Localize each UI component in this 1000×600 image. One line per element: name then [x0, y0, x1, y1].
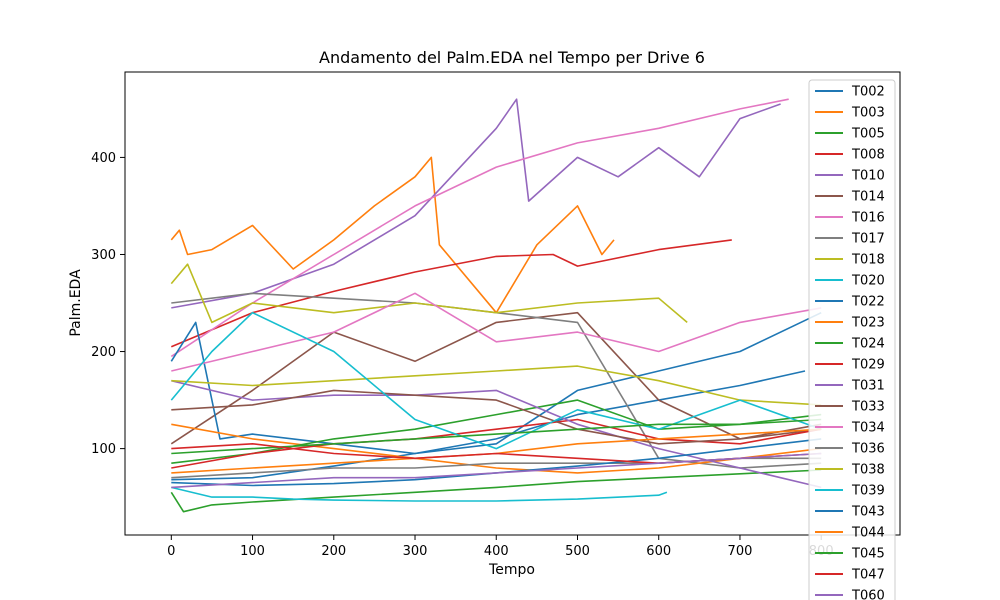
- legend-entry-t017: T017: [851, 232, 885, 247]
- legend-entry-t003: T003: [851, 106, 885, 121]
- x-tick-label: 600: [646, 544, 671, 559]
- legend-entry-t031: T031: [851, 379, 885, 394]
- legend-entry-t033: T033: [851, 400, 885, 415]
- plot-frame: [124, 71, 901, 536]
- series-line-t003: [170, 156, 615, 314]
- x-tick-label: 500: [565, 544, 590, 559]
- legend-entry-t020: T020: [851, 274, 885, 289]
- legend-entry-t008: T008: [851, 148, 885, 163]
- legend-entry-t060: T060: [851, 589, 885, 600]
- series-line-t020: [171, 486, 668, 502]
- legend-entry-t016: T016: [851, 211, 885, 226]
- y-tick-label: 100: [91, 442, 116, 457]
- legend-entry-t023: T023: [851, 316, 885, 331]
- legend-entry-t010: T010: [851, 169, 885, 184]
- series-line-t017: [171, 292, 822, 469]
- legend-entry-t034: T034: [851, 421, 885, 436]
- legend-entry-t045: T045: [851, 547, 885, 562]
- legend-entry-t036: T036: [851, 442, 885, 457]
- series-line-t060: [171, 452, 822, 489]
- x-tick-label: 100: [240, 544, 265, 559]
- series-line-t029: [171, 418, 822, 469]
- series-line-t034: [171, 292, 822, 372]
- series-line-t033: [171, 389, 822, 445]
- series-line-t039: [170, 311, 822, 450]
- chart-title: Andamento del Palm.EDA nel Tempo per Dri…: [319, 48, 705, 67]
- legend-entry-t002: T002: [851, 85, 885, 100]
- series-line-t010: [171, 98, 781, 309]
- series-line-t016: [170, 98, 789, 358]
- y-axis-label: Palm.EDA: [68, 269, 84, 337]
- legend-entry-t014: T014: [851, 190, 885, 205]
- legend-entry-t038: T038: [851, 463, 885, 478]
- x-tick-label: 400: [484, 544, 509, 559]
- legend-entry-t022: T022: [851, 295, 885, 310]
- series-line-t018: [170, 263, 688, 324]
- legend-entry-t044: T044: [851, 526, 885, 541]
- series-line-t005: [170, 469, 822, 513]
- legend-entry-t024: T024: [851, 337, 885, 352]
- legend-box: [808, 79, 896, 600]
- y-tick-label: 400: [91, 151, 116, 166]
- x-tick-label: 700: [728, 544, 753, 559]
- legend: T002 T003 T005 T008 T010 T014 T016 T017 T018 T020…: [808, 79, 896, 600]
- series-line-t031: [171, 379, 822, 489]
- series-line-t038: [171, 365, 822, 406]
- series-line-t002: [171, 370, 806, 481]
- legend-entry-t005: T005: [851, 127, 885, 142]
- x-axis-label: Tempo: [488, 562, 535, 578]
- series-line-t022: [170, 311, 822, 455]
- legend-entry-t018: T018: [851, 253, 885, 268]
- legend-entry-t047: T047: [851, 568, 885, 583]
- series-line-t024: [171, 399, 822, 464]
- y-tick-label: 300: [91, 248, 116, 263]
- x-tick-label: 300: [403, 544, 428, 559]
- legend-entry-t043: T043: [851, 505, 885, 520]
- x-tick-label: 0: [167, 544, 175, 559]
- x-tick-label: 200: [321, 544, 346, 559]
- legend-entry-t029: T029: [851, 358, 885, 373]
- legend-entry-t039: T039: [851, 484, 885, 499]
- y-tick-label: 200: [91, 345, 116, 360]
